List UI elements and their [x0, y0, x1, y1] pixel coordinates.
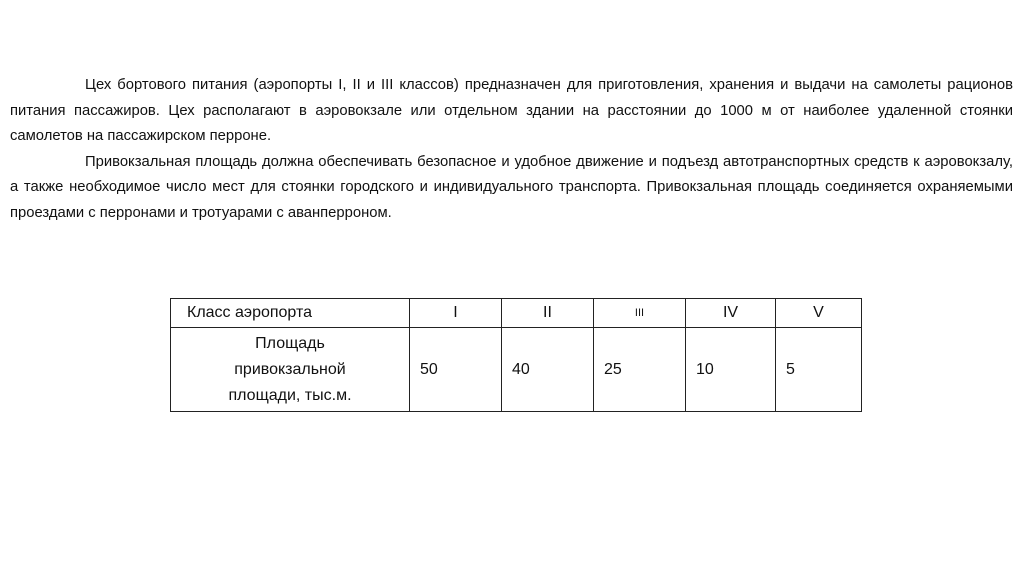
- table-row: Площадь привокзальной площади, тыс.м. 50…: [170, 327, 862, 412]
- row-label-line: площади, тыс.м.: [228, 386, 352, 404]
- body-text: Цех бортового питания (аэропорты I, II и…: [10, 73, 1013, 226]
- value-cell: 25: [593, 327, 686, 412]
- header-cell: II: [501, 298, 594, 328]
- row-label-line: привокзальной: [234, 360, 346, 378]
- header-cell: III: [593, 298, 686, 328]
- header-cell: IV: [685, 298, 776, 328]
- value-cell: 40: [501, 327, 594, 412]
- table-header-row: Класс аэропорта I II III IV V: [170, 298, 862, 328]
- paragraph-station-square: Привокзальная площадь должна обеспечиват…: [10, 153, 1013, 221]
- row-label-line: Площадь: [255, 334, 325, 352]
- value-cell: 10: [685, 327, 776, 412]
- airport-class-table: Класс аэропорта I II III IV V Площадь пр…: [170, 298, 862, 412]
- row-label-cell: Площадь привокзальной площади, тыс.м.: [170, 327, 410, 412]
- header-cell: V: [775, 298, 862, 328]
- value-cell: 5: [775, 327, 862, 412]
- header-cell: Класс аэропорта: [170, 298, 410, 328]
- value-cell: 50: [409, 327, 502, 412]
- header-cell: I: [409, 298, 502, 328]
- paragraph-catering: Цех бортового питания (аэропорты I, II и…: [10, 77, 1013, 144]
